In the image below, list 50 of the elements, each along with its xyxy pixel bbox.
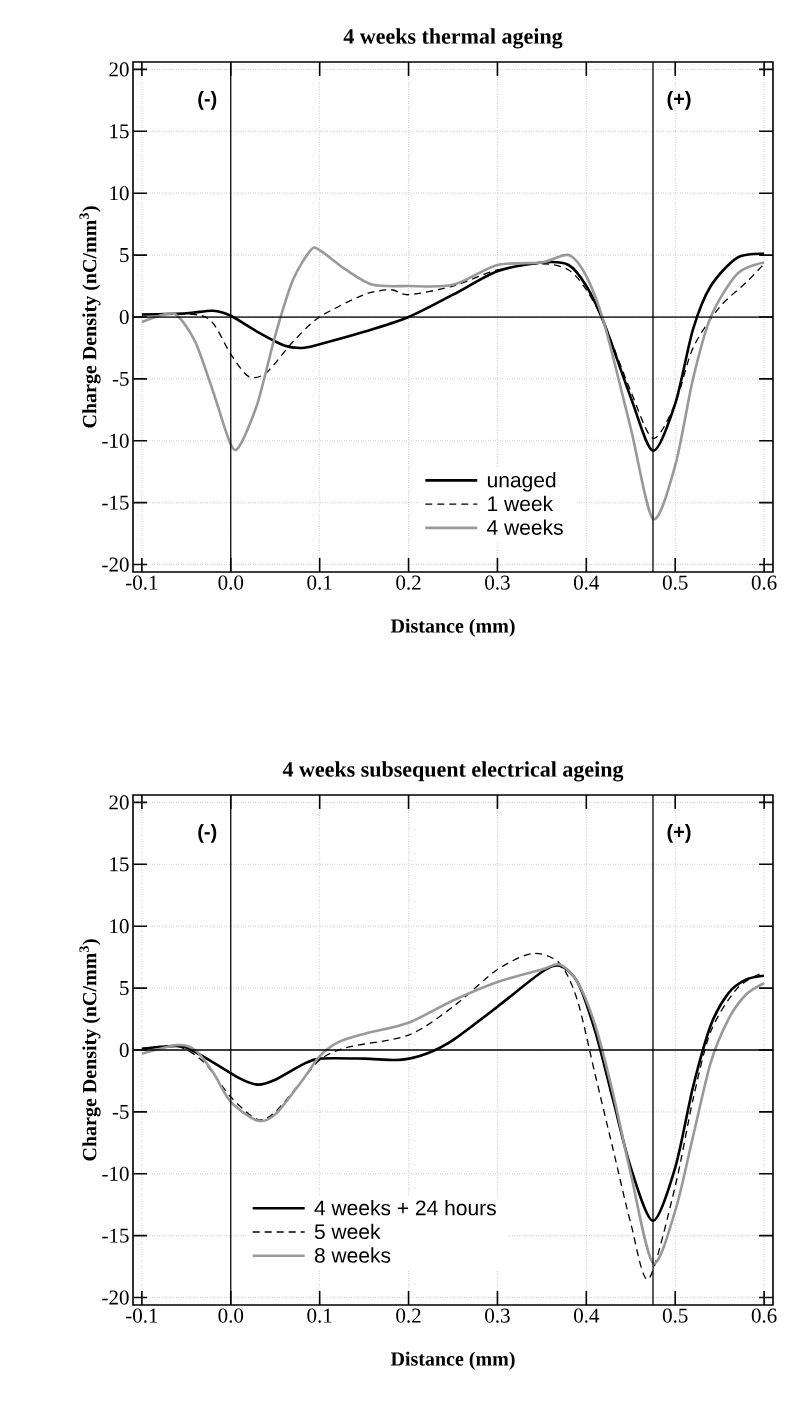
y-tick-label: -15 <box>102 1228 129 1243</box>
legend-label: 4 weeks <box>487 519 563 535</box>
y-tick-label: 15 <box>110 857 129 872</box>
y-tick-label: -5 <box>112 1104 129 1119</box>
x-tick-label: 0.0 <box>218 575 244 590</box>
legend-label: 4 weeks + 24 hours <box>314 1199 496 1216</box>
y-tick-label: 0 <box>119 1042 129 1058</box>
x-tick-label: 0.4 <box>574 575 600 590</box>
y-tick-label: 20 <box>109 795 129 810</box>
y-tick-label: 10 <box>110 186 129 201</box>
y-tick-label: -5 <box>112 371 129 386</box>
y-tick-label: 10 <box>110 919 129 934</box>
x-axis-title: Distance (mm) <box>390 1351 515 1370</box>
y-axis-title: Charge Density (nC/mm$^{3}$) <box>79 939 101 1161</box>
y-tick-label: -15 <box>102 495 129 510</box>
x-tick-label: 0.4 <box>574 1308 600 1323</box>
x-tick-label: 0.6 <box>751 1308 777 1323</box>
y-tick-label: -10 <box>102 1166 129 1181</box>
legend-label: 1 week <box>488 495 554 512</box>
x-tick-label: -0.1 <box>126 575 158 590</box>
y-tick-label: -20 <box>102 557 129 572</box>
x-tick-label: 0.5 <box>662 1308 688 1323</box>
x-tick-label: -0.1 <box>126 1308 158 1323</box>
y-tick-label: 20 <box>109 62 129 77</box>
x-axis-title: Distance (mm) <box>390 618 515 637</box>
chart-title: 4 weeks subsequent electrical ageing <box>282 761 624 782</box>
ref-line-label: (+) <box>667 91 691 110</box>
legend-label: unaged <box>487 472 556 492</box>
legend-label: 5 week <box>314 1223 381 1240</box>
x-tick-label: 0.6 <box>751 575 777 590</box>
y-tick-label: 0 <box>119 309 129 325</box>
x-tick-label: 0.2 <box>396 575 421 590</box>
x-tick-label: 0.1 <box>307 575 332 590</box>
x-tick-label: 0.2 <box>396 1308 421 1323</box>
chart-title: 4 weeks thermal ageing <box>343 28 563 49</box>
ref-line-label: (-) <box>198 91 217 110</box>
ref-line-label: (+) <box>667 824 691 843</box>
x-tick-label: 0.1 <box>307 1308 332 1323</box>
y-tick-label: 15 <box>110 124 129 139</box>
x-tick-label: 0.5 <box>662 575 688 590</box>
ref-line-label: (-) <box>198 824 217 843</box>
y-tick-label: 5 <box>120 248 129 263</box>
x-tick-label: 0.3 <box>485 575 510 590</box>
y-tick-label: -20 <box>102 1290 129 1305</box>
legend-label: 8 weeks <box>314 1247 391 1263</box>
y-tick-label: 5 <box>120 981 129 996</box>
y-tick-label: -10 <box>102 433 129 448</box>
y-axis-title: Charge Density (nC/mm$^{3}$) <box>79 206 101 428</box>
x-tick-label: 0.0 <box>218 1308 244 1323</box>
x-tick-label: 0.3 <box>485 1308 510 1323</box>
